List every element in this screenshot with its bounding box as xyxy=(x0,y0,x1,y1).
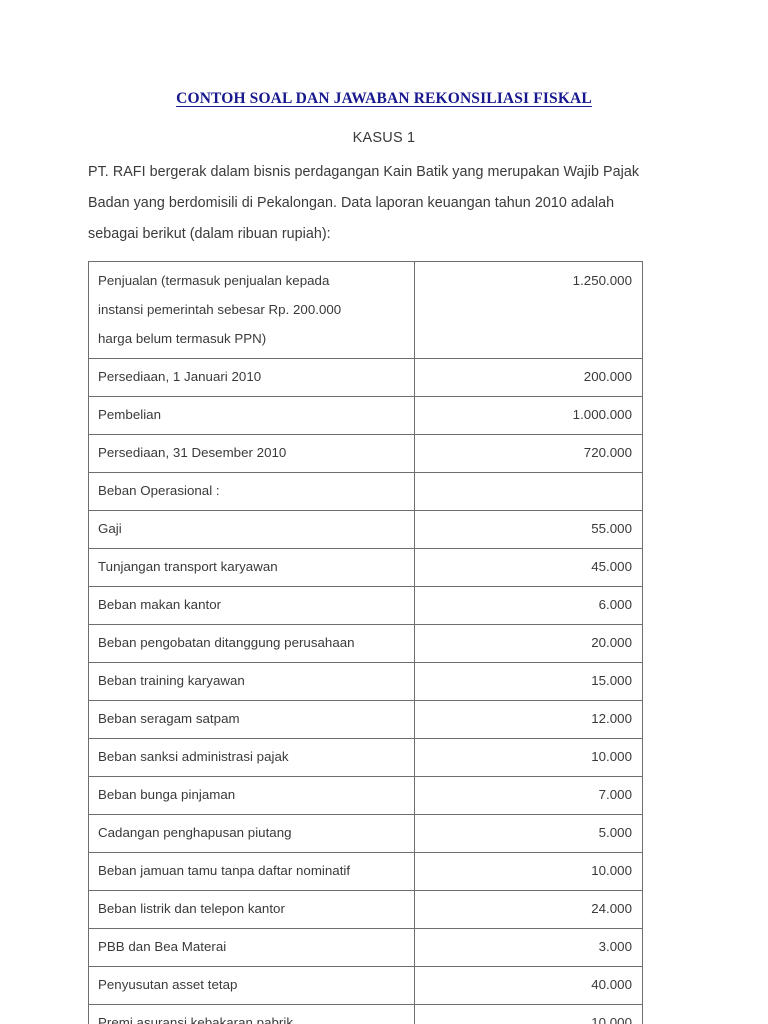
table-body: Penjualan (termasuk penjualan kepada inst… xyxy=(88,261,643,1024)
table-row: Beban bunga pinjaman 7.000 xyxy=(88,776,643,815)
table-row: Gaji 55.000 xyxy=(88,510,643,549)
table-cell-amount: 45.000 xyxy=(414,548,643,587)
label-line: Penyusutan asset tetap xyxy=(98,977,238,992)
intro-paragraph: PT. RAFI bergerak dalam bisnis perdagang… xyxy=(88,164,640,242)
table-cell-amount: 10.000 xyxy=(414,738,643,777)
label-line: Beban jamuan tamu tanpa daftar nominatif xyxy=(98,863,351,878)
table-cell-amount: 12.000 xyxy=(414,700,643,739)
table-cell-amount: 1.000.000 xyxy=(414,396,643,435)
label-line: harga belum termasuk PPN) xyxy=(98,331,267,346)
label-line: Gaji xyxy=(98,521,122,536)
label-line: Persediaan, 31 Desember 2010 xyxy=(98,445,287,460)
table-row: Beban listrik dan telepon kantor 24.000 xyxy=(88,890,643,929)
table-cell-amount: 15.000 xyxy=(414,662,643,701)
table-row: Premi asuransi kebakaran pabrik 10.000 xyxy=(88,1004,643,1024)
table-row: Beban seragam satpam 12.000 xyxy=(88,700,643,739)
label-line: instansi pemerintah sebesar Rp. 200.000 xyxy=(98,302,342,317)
table-row: Beban jamuan tamu tanpa daftar nominatif… xyxy=(88,852,643,891)
table-cell-label: Beban sanksi administrasi pajak xyxy=(88,738,415,777)
table-cell-label: Beban listrik dan telepon kantor xyxy=(88,890,415,929)
table-row: Penjualan (termasuk penjualan kepada inst… xyxy=(88,261,643,359)
table-cell-amount: 40.000 xyxy=(414,966,643,1005)
label-line: PBB dan Bea Materai xyxy=(98,939,227,954)
table-row: PBB dan Bea Materai 3.000 xyxy=(88,928,643,967)
table-cell-label: Beban pengobatan ditanggung perusahaan xyxy=(88,624,415,663)
label-line: Premi asuransi kebakaran pabrik xyxy=(98,1015,293,1024)
table-row: Penyusutan asset tetap 40.000 xyxy=(88,966,643,1005)
table-cell-amount: 720.000 xyxy=(414,434,643,473)
table-cell-label: Penjualan (termasuk penjualan kepada inst… xyxy=(88,261,415,359)
table-row: Beban training karyawan 15.000 xyxy=(88,662,643,701)
label-line: Beban seragam satpam xyxy=(98,711,240,726)
table-row: Beban Operasional : xyxy=(88,472,643,511)
label-line: Penjualan (termasuk penjualan kepada xyxy=(98,273,330,288)
label-line: Beban Operasional : xyxy=(98,483,220,498)
table-cell-amount: 5.000 xyxy=(414,814,643,853)
table-cell-label: Persediaan, 31 Desember 2010 xyxy=(88,434,415,473)
table-row: Persediaan, 31 Desember 2010 720.000 xyxy=(88,434,643,473)
table-cell-amount: 1.250.000 xyxy=(414,261,643,359)
table-cell-label: Beban seragam satpam xyxy=(88,700,415,739)
table-cell-label: Beban training karyawan xyxy=(88,662,415,701)
label-line: Pembelian xyxy=(98,407,162,422)
table-cell-label: Gaji xyxy=(88,510,415,549)
table-cell-label: Beban jamuan tamu tanpa daftar nominatif xyxy=(88,852,415,891)
label-line: Beban listrik dan telepon kantor xyxy=(98,901,285,916)
table-cell-amount: 6.000 xyxy=(414,586,643,625)
financial-data-table: Penjualan (termasuk penjualan kepada inst… xyxy=(88,261,643,1024)
document-title: CONTOH SOAL DAN JAWABAN REKONSILIASI FIS… xyxy=(176,90,592,107)
table-cell-label: Beban Operasional : xyxy=(88,472,415,511)
table-cell-amount: 10.000 xyxy=(414,1004,643,1024)
table-cell-label: Tunjangan transport karyawan xyxy=(88,548,415,587)
label-line: Cadangan penghapusan piutang xyxy=(98,825,292,840)
table-cell-amount: 10.000 xyxy=(414,852,643,891)
table-cell-amount: 7.000 xyxy=(414,776,643,815)
table-cell-label: PBB dan Bea Materai xyxy=(88,928,415,967)
label-line: Tunjangan transport karyawan xyxy=(98,559,278,574)
label-line: Beban makan kantor xyxy=(98,597,222,612)
table-row: Beban makan kantor 6.000 xyxy=(88,586,643,625)
label-line: Beban training karyawan xyxy=(98,673,245,688)
label-line: Persediaan, 1 Januari 2010 xyxy=(98,369,262,384)
table-cell-label: Penyusutan asset tetap xyxy=(88,966,415,1005)
label-line: Beban pengobatan ditanggung perusahaan xyxy=(98,635,355,650)
table-row: Cadangan penghapusan piutang 5.000 xyxy=(88,814,643,853)
table-cell-label: Persediaan, 1 Januari 2010 xyxy=(88,358,415,397)
table-row: Beban sanksi administrasi pajak 10.000 xyxy=(88,738,643,777)
table-row: Beban pengobatan ditanggung perusahaan 20… xyxy=(88,624,643,663)
label-line: Beban sanksi administrasi pajak xyxy=(98,749,289,764)
label-line: Beban bunga pinjaman xyxy=(98,787,236,802)
table-cell-label: Beban makan kantor xyxy=(88,586,415,625)
table-cell-amount: 24.000 xyxy=(414,890,643,929)
table-cell-amount xyxy=(414,472,643,511)
table-cell-label: Beban bunga pinjaman xyxy=(88,776,415,815)
table-row: Persediaan, 1 Januari 2010 200.000 xyxy=(88,358,643,397)
table-row: Pembelian 1.000.000 xyxy=(88,396,643,435)
table-cell-amount: 200.000 xyxy=(414,358,643,397)
table-cell-amount: 55.000 xyxy=(414,510,643,549)
table-cell-label: Premi asuransi kebakaran pabrik xyxy=(88,1004,415,1024)
table-row: Tunjangan transport karyawan 45.000 xyxy=(88,548,643,587)
case-label: KASUS 1 xyxy=(352,130,416,146)
table-cell-label: Pembelian xyxy=(88,396,415,435)
table-cell-amount: 3.000 xyxy=(414,928,643,967)
table-cell-amount: 20.000 xyxy=(414,624,643,663)
table-cell-label: Cadangan penghapusan piutang xyxy=(88,814,415,853)
